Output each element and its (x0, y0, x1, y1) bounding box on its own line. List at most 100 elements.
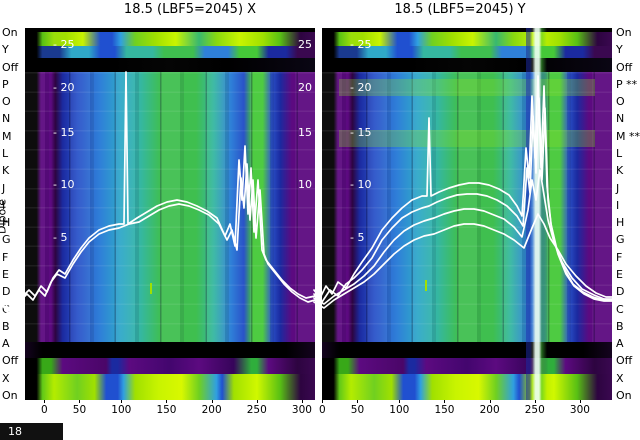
row-labels-right: On Y Off P ** O N M ** L K J I H G F E D C B A Off X On (616, 27, 640, 401)
row-label: Off (2, 60, 19, 74)
heatmap-mark (150, 283, 152, 294)
heatmap-panel-y: - 25 - 20 - 15 - 10 - 5 (313, 28, 613, 400)
row-label: E (616, 267, 623, 281)
band-off-top (25, 58, 315, 72)
row-label: On (2, 388, 18, 402)
x-tick-label: 50 (350, 399, 365, 416)
x-tick-label: 300 (569, 399, 590, 416)
x-tick-label: 50 (72, 399, 87, 416)
row-label: G (2, 233, 11, 247)
row-label: K (2, 164, 10, 178)
x-tick-label: 150 (434, 399, 455, 416)
row-label: P ** (616, 77, 638, 91)
band-on-bottom (322, 374, 612, 400)
heatmap-column-gridlines (25, 28, 315, 400)
x-tick-label: 200 (201, 399, 222, 416)
y-tick-label: - 5 (53, 231, 68, 244)
row-label: M ** (616, 129, 640, 143)
row-label: N (616, 112, 625, 126)
heatmap-row-shading (25, 72, 315, 342)
y-tick-label: - 15 (350, 126, 372, 139)
row-label: K (616, 164, 624, 178)
row-label: O (2, 95, 11, 109)
x-tick-label: 0 (319, 399, 326, 416)
row-label: O (616, 95, 625, 109)
band-x (25, 358, 315, 374)
band-on-top (25, 32, 315, 46)
y-tick-label: - 25 (53, 38, 75, 51)
x-tick-label: 100 (389, 399, 410, 416)
row-label: F (616, 250, 623, 264)
band-y (25, 46, 315, 58)
row-label: Y (2, 43, 9, 57)
x-tick-label: 250 (246, 399, 267, 416)
x-tick-label: 250 (524, 399, 545, 416)
row-label: C (616, 302, 624, 316)
row-label: D (2, 285, 11, 299)
band-top-edge (322, 28, 612, 32)
row-label: On (2, 26, 18, 39)
row-label: A (616, 337, 624, 351)
row-label: Off (616, 60, 633, 74)
x-tick-label: 300 (291, 399, 312, 416)
y-tick-label: 15 (298, 126, 312, 139)
heatmap-column-shading (25, 28, 315, 400)
line-overlay-svg-y (313, 75, 613, 309)
row-label: B (616, 319, 624, 333)
row-label: L (616, 146, 623, 160)
band-top-edge (25, 28, 315, 32)
heatmap-background (25, 28, 315, 400)
row-label: D (616, 285, 625, 299)
y-tick-label: 25 (298, 38, 312, 51)
row-label: B (2, 319, 10, 333)
row-label: X (2, 371, 10, 385)
y-tick-label: - 20 (350, 81, 372, 94)
row-label: Off (616, 354, 633, 368)
heatmap-mark (425, 280, 427, 291)
overlay-line-y-trace-4 (313, 213, 613, 309)
corner-window-badge[interactable]: 18 (0, 423, 63, 440)
row-label: A (2, 337, 10, 351)
x-axis-right: 0 50 100 150 200 250 300 (319, 399, 590, 416)
row-label: J (616, 181, 620, 195)
x-tick-label: 150 (156, 399, 177, 416)
row-label: Off (2, 354, 19, 368)
band-off-bottom (25, 342, 315, 358)
x-tick-label: 0 (41, 399, 48, 416)
row-labels-left: On Y Off P O N M L K J I H G F E D C B A Off X On (2, 27, 24, 401)
y-tick-label: - 5 (350, 231, 365, 244)
heatmap-background (322, 28, 612, 400)
y-tick-label: - 10 (53, 178, 75, 191)
y-tick-label: 10 (298, 178, 312, 191)
overlay-line-x-trace-1 (0, 71, 316, 312)
heatmap-panel-x: - 25 - 20 - 15 - 10 - 5 25 20 15 10 (0, 28, 316, 400)
row-label: On (616, 26, 632, 39)
row-label: J (2, 181, 6, 195)
heatmap-column-gridlines (322, 28, 612, 400)
overlay-line-x-trace-2 (0, 163, 316, 315)
heatmap-column-shading (322, 28, 612, 400)
y-tick-label: 20 (298, 81, 312, 94)
row-label: H (616, 216, 625, 230)
heatmap-row-shading (322, 72, 612, 342)
y-tick-label: - 10 (350, 178, 372, 191)
row-label: X (616, 371, 624, 385)
y-tick-label: - 15 (53, 126, 75, 139)
row-label: P (2, 77, 9, 91)
row-label: N (2, 112, 11, 126)
y-tick-label: - 20 (53, 81, 75, 94)
x-tick-label: 100 (111, 399, 132, 416)
row-label: F (2, 250, 9, 264)
row-label: E (2, 267, 9, 281)
row-label: Y (616, 43, 623, 57)
row-label: G (616, 233, 625, 247)
x-tick-label: 200 (479, 399, 500, 416)
row-label: On (616, 388, 632, 402)
row-label: I (2, 198, 6, 212)
line-overlay-svg-x (0, 71, 316, 315)
band-on-bottom (25, 374, 315, 400)
y-tick-label: - 25 (350, 38, 372, 51)
x-axis-left: 0 50 100 150 200 250 300 (41, 399, 312, 416)
panel-title-left: 18.5 (LBF5=2045) X (123, 2, 257, 17)
